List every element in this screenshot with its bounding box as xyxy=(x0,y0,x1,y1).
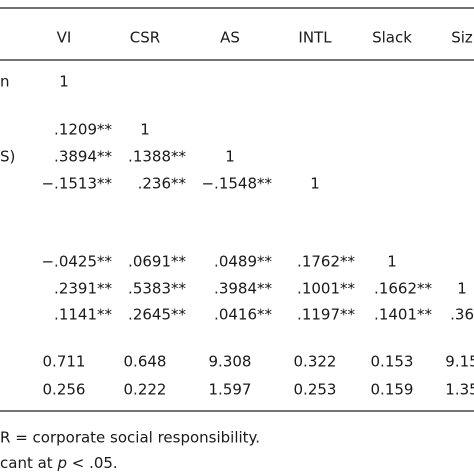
note: R = corporate social responsibility. xyxy=(0,429,260,447)
cell: 0.648 xyxy=(124,353,167,371)
cell: .1141** xyxy=(54,306,112,324)
cell: .236** xyxy=(138,175,187,193)
cell: .3894** xyxy=(54,148,112,166)
cell: .1001** xyxy=(297,280,355,298)
cell: 0.159 xyxy=(371,381,414,399)
cell: 1.35 xyxy=(445,381,474,399)
column-header: Slack xyxy=(372,29,412,47)
note: cant at p < .05. xyxy=(0,454,118,472)
cell: 0.253 xyxy=(294,381,337,399)
cell: −.0425** xyxy=(41,253,112,271)
cell: .1762** xyxy=(297,253,355,271)
cell: 9.15 xyxy=(445,353,474,371)
cell: .1662** xyxy=(374,280,432,298)
cell: 0.222 xyxy=(124,381,167,399)
cell: 1 xyxy=(310,175,320,193)
cell: .1209** xyxy=(54,121,112,139)
cell: .2645** xyxy=(128,306,186,324)
note-italic: p xyxy=(56,454,67,472)
column-header: CSR xyxy=(130,29,160,47)
column-header: VI xyxy=(57,29,72,47)
column-header: AS xyxy=(220,29,240,47)
cell: 1 xyxy=(140,121,150,139)
cell: .2391** xyxy=(54,280,112,298)
cell: 0.322 xyxy=(294,353,337,371)
cell: 0.153 xyxy=(371,353,414,371)
cell: .1401** xyxy=(374,306,432,324)
cell: −.1548** xyxy=(201,175,272,193)
cell: 1 xyxy=(59,73,69,91)
cell: .0489** xyxy=(214,253,272,271)
cell: .0691** xyxy=(128,253,186,271)
row-label: S) xyxy=(0,148,15,166)
cell: 0.256 xyxy=(43,381,86,399)
cell: .3984** xyxy=(214,280,272,298)
cell: 9.308 xyxy=(209,353,252,371)
cell: −.1513** xyxy=(41,175,112,193)
cell: .5383** xyxy=(128,280,186,298)
note-text: < .05. xyxy=(67,454,118,472)
cell: 0.711 xyxy=(43,353,86,371)
cell: 1 xyxy=(457,280,467,298)
cell: 1 xyxy=(387,253,397,271)
cell: .0416** xyxy=(214,306,272,324)
note-text: cant at xyxy=(0,454,57,472)
column-header: INTL xyxy=(298,29,332,47)
column-header: Siz xyxy=(451,29,473,47)
cell: .36 xyxy=(450,306,474,324)
cell: 1 xyxy=(225,148,235,166)
cell: .1388** xyxy=(128,148,186,166)
cell: 1.597 xyxy=(209,381,252,399)
row-label: n xyxy=(0,73,10,91)
cell: .1197** xyxy=(297,306,355,324)
